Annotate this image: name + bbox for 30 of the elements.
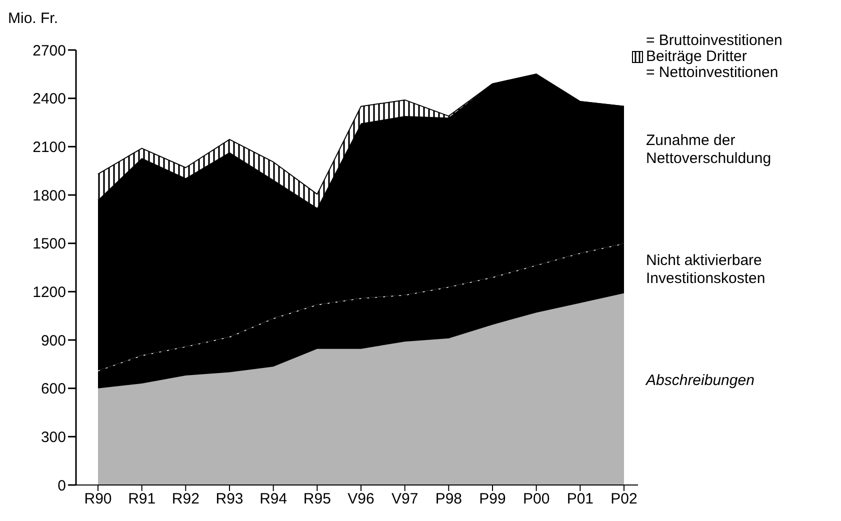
y-tick-label: 2400 [32,90,66,108]
y-tick-label: 1500 [32,236,66,253]
series-label: Abschreibungen [646,372,754,390]
y-tick-label: 600 [40,380,66,398]
y-tick-label: 2700 [32,42,66,60]
x-tick-label: P99 [479,490,506,508]
y-tick-label: 1200 [32,284,66,301]
series-label: Zunahme der Nettoverschuldung [646,132,772,168]
x-tick-label: P98 [435,490,462,508]
x-tick-label: R92 [172,490,200,508]
x-tick-label: R94 [260,490,288,508]
y-tick-label: 0 [58,477,66,494]
series-label: Nicht aktivierbare Investitionskosten [646,252,766,288]
y-tick-label: 1800 [32,187,66,204]
x-tick-label: R95 [303,490,331,508]
y-tick-label: 300 [40,428,66,446]
x-tick-label: R93 [216,490,244,508]
x-tick-label: V97 [391,490,418,508]
text: = Bruttoinvestitionen [646,32,784,50]
y-tick-label: 900 [40,332,66,350]
y-tick-label: 2100 [32,138,66,156]
legend-label: Beiträge Dritter [646,48,747,66]
x-tick-label: P00 [522,490,550,508]
x-tick-label: V96 [348,490,374,508]
x-tick-label: P01 [566,490,594,508]
text: = Nettoinvestitionen [646,64,780,82]
x-tick-label: R90 [84,490,112,508]
x-tick-label: R91 [128,490,156,508]
x-tick-label: P02 [610,490,638,508]
y-axis-title: Mio. Fr. [8,10,58,27]
